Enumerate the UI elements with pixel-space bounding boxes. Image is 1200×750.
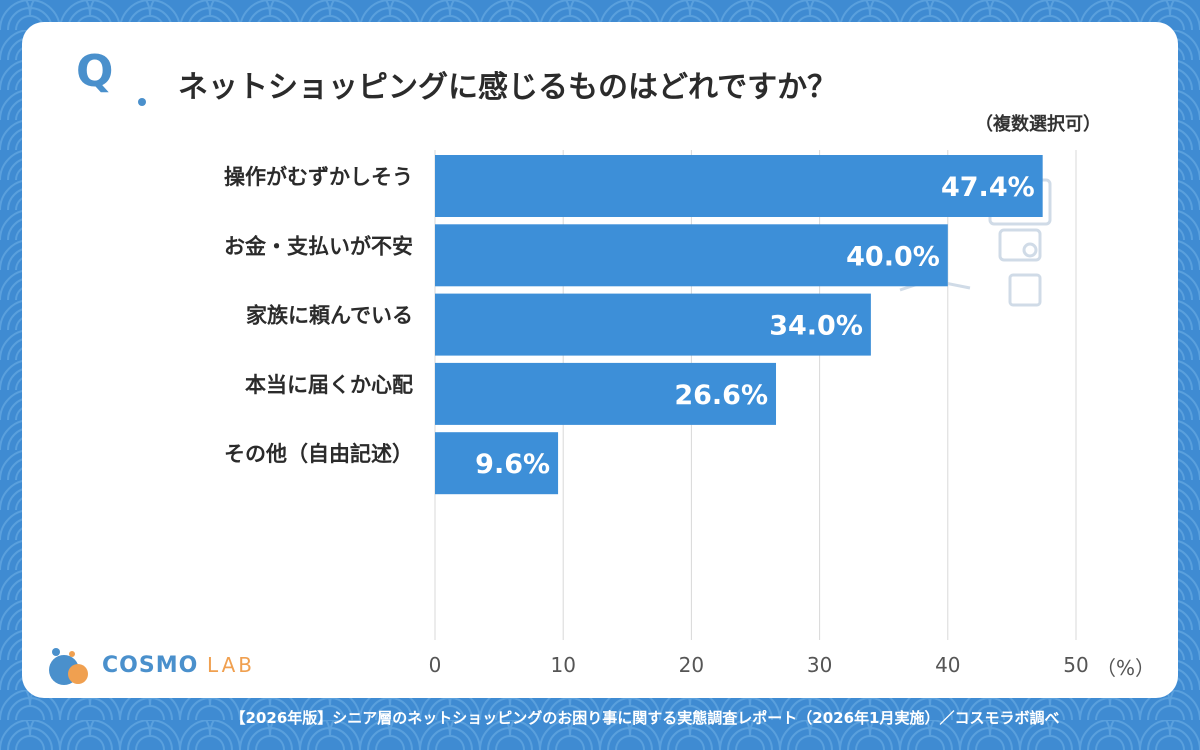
bar <box>435 293 871 356</box>
category-label: お金・支払いが不安 <box>224 234 413 258</box>
category-label: 操作がむずかしそう <box>224 165 413 189</box>
logo-name: COSMO <box>102 653 199 678</box>
bar-value-label: 40.0% <box>846 241 940 272</box>
footer-source-note: 【2026年版】シニア層のネットショッピングのお困り事に関する実態調査レポート（… <box>230 709 1060 727</box>
bar-value-label: 47.4% <box>941 172 1035 203</box>
content-card <box>22 22 1178 698</box>
logo-wordmark: COSMO LAB <box>102 653 255 678</box>
category-label: 家族に頼んでいる <box>246 304 413 328</box>
x-tick-label: 10 <box>550 653 575 677</box>
bar <box>435 155 1043 217</box>
cosmo-lab-logo-icon <box>49 648 88 685</box>
question-title: ネットショッピングに感じるものはどれですか？ <box>178 70 838 105</box>
x-tick-label: 20 <box>679 653 704 677</box>
bar-value-label: 34.0% <box>769 311 863 342</box>
bar <box>435 224 948 287</box>
question-mark-dot <box>138 98 146 106</box>
x-tick-label: 0 <box>429 653 442 677</box>
x-tick-label: 50 <box>1063 653 1088 677</box>
bar <box>435 362 777 425</box>
logo-sub: LAB <box>206 653 255 677</box>
bar-value-label: 9.6% <box>475 449 550 480</box>
x-tick-label: 30 <box>807 653 832 677</box>
x-axis-unit: （%） <box>1096 656 1156 680</box>
multiple-choice-note: （複数選択可） <box>975 114 1101 135</box>
category-label: 本当に届くか心配 <box>245 373 413 397</box>
question-mark-label: Q <box>76 46 113 97</box>
bar <box>435 432 559 495</box>
bar-value-label: 26.6% <box>674 380 768 411</box>
x-tick-label: 40 <box>935 653 960 677</box>
category-label: その他（自由記述） <box>224 442 413 466</box>
